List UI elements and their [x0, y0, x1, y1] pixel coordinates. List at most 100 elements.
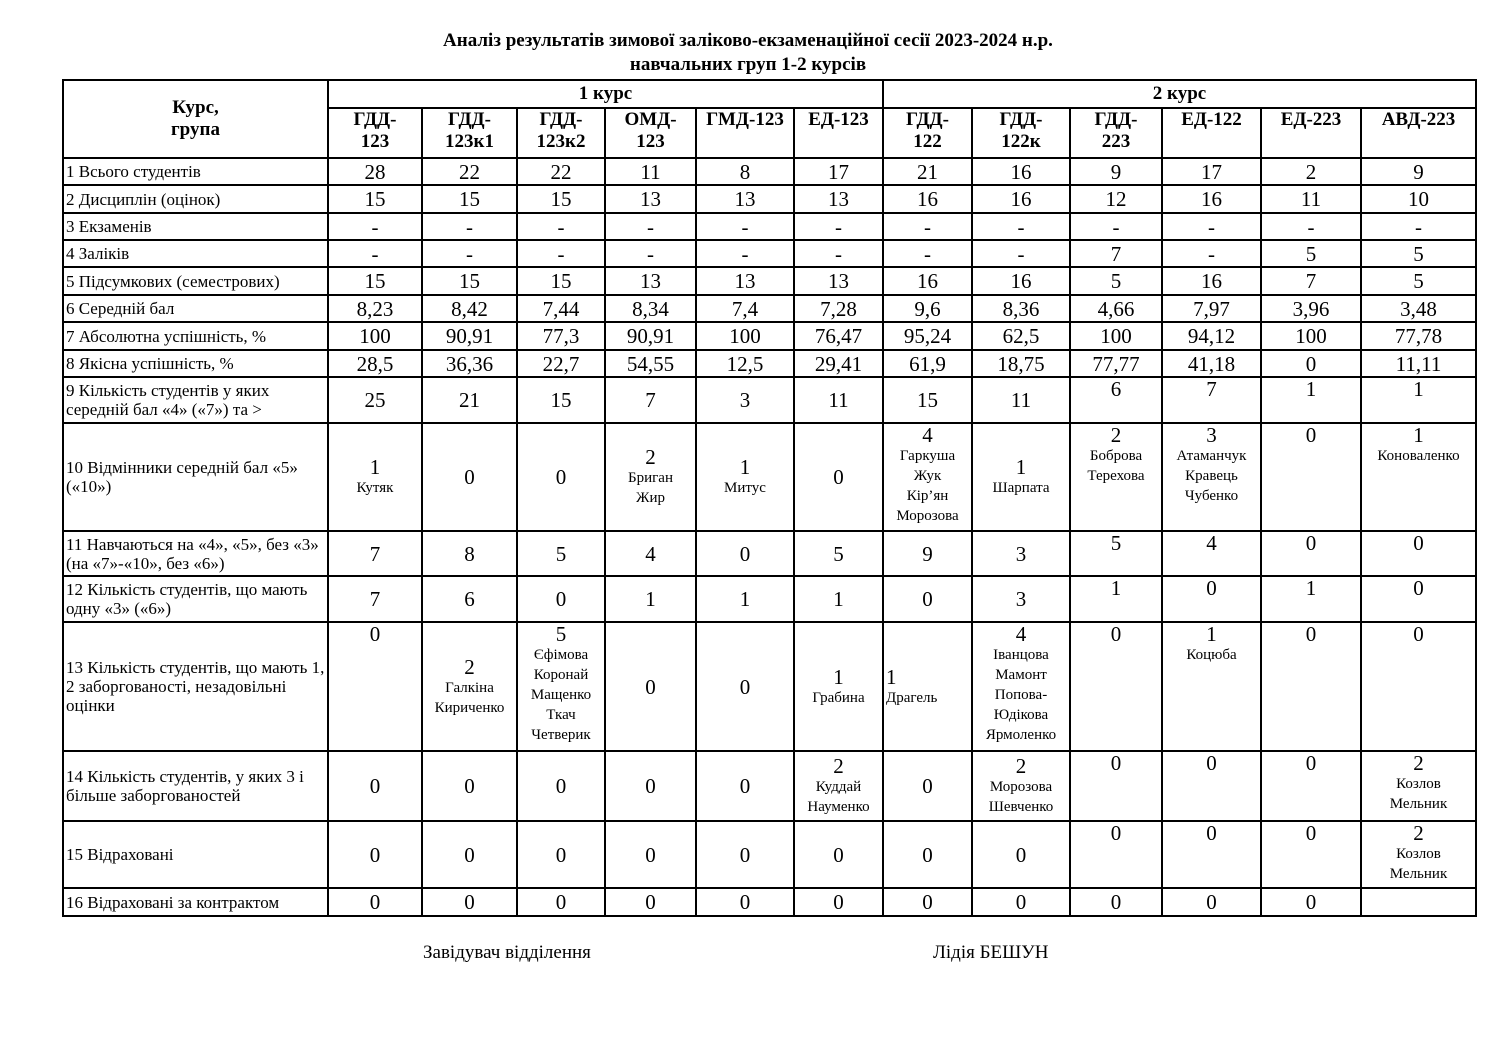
table-cell: 7,44 — [516, 294, 606, 323]
table-cell: 7 — [1069, 239, 1163, 268]
table-cell: 1 Грабина — [793, 621, 884, 752]
table-cell: 1 — [1260, 575, 1362, 623]
table-cell: 1 Коцюба — [1161, 621, 1262, 752]
cell-count: 5 — [555, 622, 567, 646]
cell-count: 2 — [1015, 754, 1027, 778]
cell-count: 1 — [1206, 622, 1217, 646]
row-label: 13 Кількість студентів, що мають 1, 2 за… — [62, 621, 329, 752]
table-cell: 0 — [882, 575, 973, 623]
table-cell: 1 Кутяк — [327, 422, 423, 532]
table-cell: 61,9 — [882, 349, 973, 378]
table-cell: 0 — [971, 820, 1071, 889]
row-label: 12 Кількість студентів, що мають одну «3… — [62, 575, 329, 623]
table-cell: 3 — [971, 575, 1071, 623]
session-results-table: Курс, група 1 курс 2 курс ГДД- 123 ГДД- 123к… — [62, 79, 1477, 917]
group-header: ГДД- 123 — [327, 107, 423, 159]
table-cell: 77,78 — [1360, 321, 1477, 351]
table-cell: 2 Боброва Терехова — [1069, 422, 1163, 532]
table-cell: - — [971, 212, 1071, 241]
row-label: 6 Середній бал — [62, 294, 329, 323]
table-cell: 2 Козлов Мельник — [1360, 820, 1477, 889]
table-cell: 22,7 — [516, 349, 606, 378]
table-cell: 8 — [695, 157, 795, 186]
table-row: 9 Кількість студентів у яких середній ба… — [62, 376, 1477, 424]
table-cell: 3 — [695, 376, 795, 424]
table-cell: 16 — [1161, 184, 1262, 214]
table-cell: - — [604, 212, 697, 241]
table-cell: 16 — [882, 266, 973, 296]
table-cell: 54,55 — [604, 349, 697, 378]
cell-count: 4 — [922, 423, 933, 447]
table-cell: 4 — [604, 530, 697, 577]
student-names: Козлов Мельник — [1389, 776, 1448, 812]
table-cell: - — [971, 239, 1071, 268]
table-cell: 90,91 — [604, 321, 697, 351]
table-cell: 0 — [327, 887, 423, 917]
table-cell: 0 — [695, 530, 795, 577]
table-cell: 0 — [793, 820, 884, 889]
document-title: Аналіз результатів зимової заліково-екза… — [443, 30, 1053, 51]
student-names: Морозова Шевченко — [988, 779, 1054, 815]
table-cell: 0 — [971, 887, 1071, 917]
table-cell: 22 — [421, 157, 518, 186]
table-cell: 16 — [882, 184, 973, 214]
table-cell: 7,28 — [793, 294, 884, 323]
table-cell: 5 — [1069, 266, 1163, 296]
table-cell: 7 — [1161, 376, 1262, 424]
course-header: 2 курс — [882, 79, 1477, 109]
table-cell: - — [882, 212, 973, 241]
group-header: ГДД- 223 — [1069, 107, 1163, 159]
table-cell: 0 — [1069, 820, 1163, 889]
table-cell: 10 — [1360, 184, 1477, 214]
table-cell: 1 — [1360, 376, 1477, 424]
table-cell: 0 — [793, 887, 884, 917]
table-cell: 4 — [1161, 530, 1262, 577]
table-row: 11 Навчаються на «4», «5», без «3» (на «… — [62, 530, 1477, 577]
table-cell: - — [516, 212, 606, 241]
table-cell: 8 — [421, 530, 518, 577]
table-cell: 0 — [695, 621, 795, 752]
table-cell: 62,5 — [971, 321, 1071, 351]
table-cell: 6 — [421, 575, 518, 623]
table-cell: 0 — [604, 621, 697, 752]
table-row: 15 Відраховані 0 0 0 0 0 0 0 0 0 0 0 2 Козлов Мельник — [62, 820, 1477, 889]
table-cell: 5 — [1360, 266, 1477, 296]
cell-count: 3 — [1206, 423, 1217, 447]
table-cell: 0 — [604, 750, 697, 822]
table-row: 2 Дисциплін (оцінок) 15 15 15 13 13 13 16 16 12 16… — [62, 184, 1477, 214]
table-cell: 29,41 — [793, 349, 884, 378]
table-cell: 8,42 — [421, 294, 518, 323]
table-cell: 9 — [1069, 157, 1163, 186]
table-cell: 7 — [327, 575, 423, 623]
table-cell: 15 — [327, 266, 423, 296]
table-cell: 0 — [516, 575, 606, 623]
student-names: Боброва Терехова — [1087, 448, 1145, 484]
student-names: Митус — [724, 480, 766, 496]
student-names: Єфімова Коронай Мащенко Ткач Четверик — [530, 647, 592, 743]
table-cell: - — [421, 212, 518, 241]
student-names: Галкіна Кириченко — [434, 679, 505, 716]
table-cell: 25 — [327, 376, 423, 424]
table-cell: 0 — [1161, 820, 1262, 889]
row-label: 14 Кількість студентів, у яких 3 і більш… — [62, 750, 329, 822]
table-cell: 2 Бриган Жир — [604, 422, 697, 532]
table-cell: 0 — [1161, 887, 1262, 917]
cell-count: 2 — [1110, 423, 1122, 447]
table-cell: 13 — [604, 266, 697, 296]
table-cell: - — [327, 212, 423, 241]
table-cell: 100 — [695, 321, 795, 351]
table-cell: 0 — [1161, 575, 1262, 623]
table-cell: 15 — [516, 376, 606, 424]
table-cell: 0 — [421, 750, 518, 822]
table-cell: - — [793, 239, 884, 268]
table-cell: - — [882, 239, 973, 268]
table-cell: 5 — [1360, 239, 1477, 268]
table-cell: - — [604, 239, 697, 268]
table-row: 16 Відраховані за контрактом 0 0 0 0 0 0 0 0 0 0 0 — [62, 887, 1477, 917]
table-cell: 8,36 — [971, 294, 1071, 323]
group-header: ЕД-123 — [793, 107, 884, 159]
table-cell: 16 — [971, 157, 1071, 186]
group-header: ГДД- 122к — [971, 107, 1071, 159]
table-cell: 7 — [327, 530, 423, 577]
table-cell: 2 — [1260, 157, 1362, 186]
